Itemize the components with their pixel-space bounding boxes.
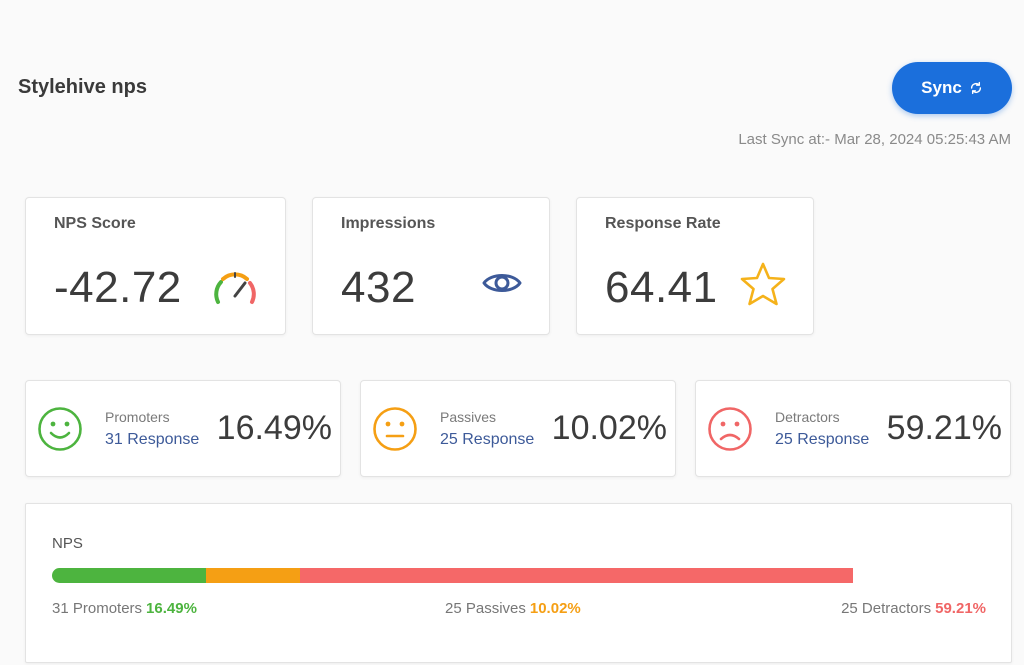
legend-passives-percent: 10.02% bbox=[529, 600, 581, 617]
legend-promoters-percent: 16.49% bbox=[146, 600, 197, 617]
segment-name: Promoters bbox=[105, 409, 170, 425]
segment-percent: 10.02% bbox=[551, 409, 667, 447]
sync-button-label: Sync bbox=[921, 78, 962, 97]
segment-percent: 59.21% bbox=[886, 409, 1002, 447]
impressions-card: Impressions 432 bbox=[312, 197, 550, 335]
nps-bar-segment-promoters bbox=[52, 568, 207, 583]
segment-responses: 25 Response bbox=[440, 431, 535, 448]
sad-face-icon bbox=[708, 407, 752, 451]
stat-label: NPS Score bbox=[54, 215, 136, 232]
nps-stacked-bar bbox=[52, 568, 853, 583]
nps-bar-label: NPS bbox=[52, 535, 83, 552]
legend-detractors: 25 Detractors 59.21% bbox=[841, 600, 986, 617]
speedometer-icon bbox=[214, 272, 256, 304]
response-rate-value: 64.41 bbox=[605, 263, 718, 312]
legend-passives-text: 25 Passives bbox=[445, 600, 526, 617]
nps-score-card: NPS Score -42.72 bbox=[25, 197, 286, 335]
response-rate-card: Response Rate 64.41 bbox=[576, 197, 814, 335]
promoters-card: Promoters 31 Response 16.49% bbox=[25, 380, 341, 477]
segment-name: Passives bbox=[440, 409, 497, 425]
legend-passives: 25 Passives 10.02% bbox=[445, 600, 581, 617]
segment-responses: 31 Response bbox=[105, 431, 200, 448]
segment-percent: 16.49% bbox=[216, 409, 332, 447]
passives-card: Passives 25 Response 10.02% bbox=[360, 380, 676, 477]
nps-breakdown-card: NPS 31 Promoters 16.49% 25 Passives 10.02%… bbox=[25, 503, 1012, 663]
legend-detractors-percent: 59.21% bbox=[935, 600, 986, 617]
nps-score-value: -42.72 bbox=[54, 263, 182, 312]
nps-bar-segment-passives bbox=[206, 568, 300, 583]
refresh-icon bbox=[970, 81, 981, 95]
star-icon bbox=[740, 262, 786, 306]
legend-detractors-text: 25 Detractors bbox=[841, 600, 932, 617]
detractors-card: Detractors 25 Response 59.21% bbox=[695, 380, 1011, 477]
stat-label: Impressions bbox=[341, 215, 436, 232]
stat-label: Response Rate bbox=[605, 215, 721, 232]
eye-icon bbox=[482, 274, 522, 292]
page-title: Stylehive nps bbox=[18, 76, 147, 98]
nps-bar-segment-detractors bbox=[299, 568, 853, 583]
smile-face-icon bbox=[38, 407, 82, 451]
impressions-value: 432 bbox=[341, 263, 416, 312]
segment-name: Detractors bbox=[775, 409, 840, 425]
last-sync-timestamp: Last Sync at:- Mar 28, 2024 05:25:43 AM bbox=[738, 131, 1011, 148]
legend-promoters: 31 Promoters 16.49% bbox=[52, 600, 197, 617]
segment-responses: 25 Response bbox=[775, 431, 870, 448]
neutral-face-icon bbox=[373, 407, 417, 451]
sync-button[interactable]: Sync bbox=[892, 62, 1012, 114]
legend-promoters-text: 31 Promoters bbox=[52, 600, 143, 617]
